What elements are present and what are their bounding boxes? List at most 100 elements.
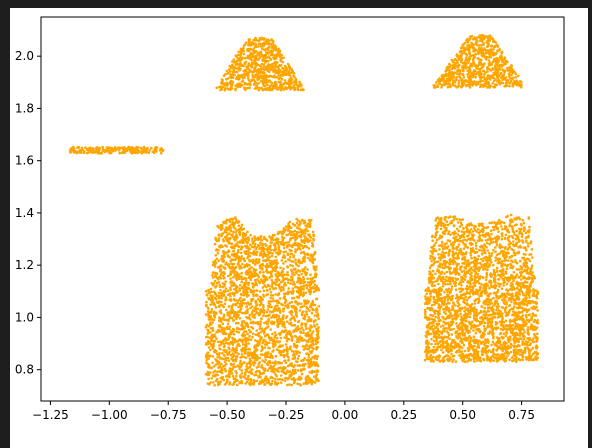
- data-point: [237, 67, 240, 70]
- data-point: [238, 368, 241, 371]
- data-point: [218, 276, 221, 279]
- data-point: [285, 334, 288, 337]
- data-point: [259, 271, 262, 274]
- data-point: [234, 350, 237, 353]
- data-point: [449, 66, 452, 69]
- data-point: [302, 276, 305, 279]
- data-point: [259, 373, 262, 376]
- data-point: [306, 253, 309, 256]
- data-point: [108, 149, 111, 152]
- data-point: [494, 64, 497, 67]
- data-point: [267, 308, 270, 311]
- data-point: [252, 364, 255, 367]
- data-point: [231, 253, 234, 256]
- data-point: [224, 339, 227, 342]
- data-point: [468, 44, 471, 47]
- data-point: [305, 310, 308, 313]
- data-point: [102, 149, 105, 152]
- data-point: [304, 315, 307, 318]
- data-point: [462, 85, 465, 88]
- data-point: [300, 83, 303, 86]
- data-point: [301, 373, 304, 376]
- data-point: [278, 283, 281, 286]
- data-point: [296, 231, 299, 234]
- data-point: [246, 231, 249, 234]
- data-point: [267, 318, 270, 321]
- data-point: [271, 52, 274, 55]
- data-point: [303, 364, 306, 367]
- data-point: [241, 322, 244, 325]
- data-point: [227, 275, 230, 278]
- data-point: [477, 68, 480, 71]
- data-point: [272, 345, 275, 348]
- data-point: [232, 263, 235, 266]
- data-point: [212, 271, 215, 274]
- data-point: [317, 365, 320, 368]
- data-point: [459, 313, 462, 316]
- data-point: [274, 361, 277, 364]
- data-point: [290, 311, 293, 314]
- data-point: [269, 87, 272, 90]
- data-point: [252, 333, 255, 336]
- data-point: [232, 226, 235, 229]
- data-point: [465, 80, 468, 83]
- data-point: [298, 364, 301, 367]
- data-point: [266, 83, 269, 86]
- data-point: [264, 55, 267, 58]
- data-point: [299, 335, 302, 338]
- data-point: [234, 84, 237, 87]
- data-point: [288, 241, 291, 244]
- data-point: [498, 79, 501, 82]
- data-point: [488, 49, 491, 52]
- data-point: [499, 73, 502, 76]
- data-point: [232, 250, 235, 253]
- data-point: [256, 278, 259, 281]
- data-point: [525, 316, 528, 319]
- data-point: [220, 86, 223, 89]
- data-point: [502, 61, 505, 64]
- data-point: [295, 313, 298, 316]
- data-point: [281, 78, 284, 81]
- data-point: [254, 354, 257, 357]
- data-point: [262, 381, 265, 384]
- data-point: [297, 369, 300, 372]
- data-point: [244, 312, 247, 315]
- data-point: [239, 339, 242, 342]
- data-point: [297, 248, 300, 251]
- data-point: [218, 284, 221, 287]
- data-point: [243, 53, 246, 56]
- data-point: [496, 69, 499, 72]
- data-point: [225, 262, 228, 265]
- data-point: [235, 322, 238, 325]
- data-point: [210, 344, 213, 347]
- data-point: [243, 75, 246, 78]
- data-point: [306, 352, 309, 355]
- data-point: [288, 364, 291, 367]
- data-point: [252, 295, 255, 298]
- data-point: [234, 370, 237, 373]
- data-point: [216, 301, 219, 304]
- data-point: [454, 66, 457, 69]
- data-point: [237, 255, 240, 258]
- data-point: [226, 352, 229, 355]
- data-point: [277, 325, 280, 328]
- data-point: [271, 263, 274, 266]
- data-point: [261, 298, 264, 301]
- data-point: [96, 152, 99, 155]
- data-point: [303, 339, 306, 342]
- data-point: [118, 152, 121, 155]
- data-point: [280, 275, 283, 278]
- data-point: [275, 57, 278, 60]
- data-point: [280, 362, 283, 365]
- data-point: [260, 350, 263, 353]
- data-point: [223, 277, 226, 280]
- data-point: [300, 244, 303, 247]
- data-point: [221, 82, 224, 85]
- data-point: [292, 287, 295, 290]
- data-point: [439, 83, 442, 86]
- point-cloud: [69, 34, 540, 387]
- data-point: [249, 279, 252, 282]
- data-point: [254, 80, 257, 83]
- data-point: [243, 292, 246, 295]
- data-point: [225, 287, 228, 290]
